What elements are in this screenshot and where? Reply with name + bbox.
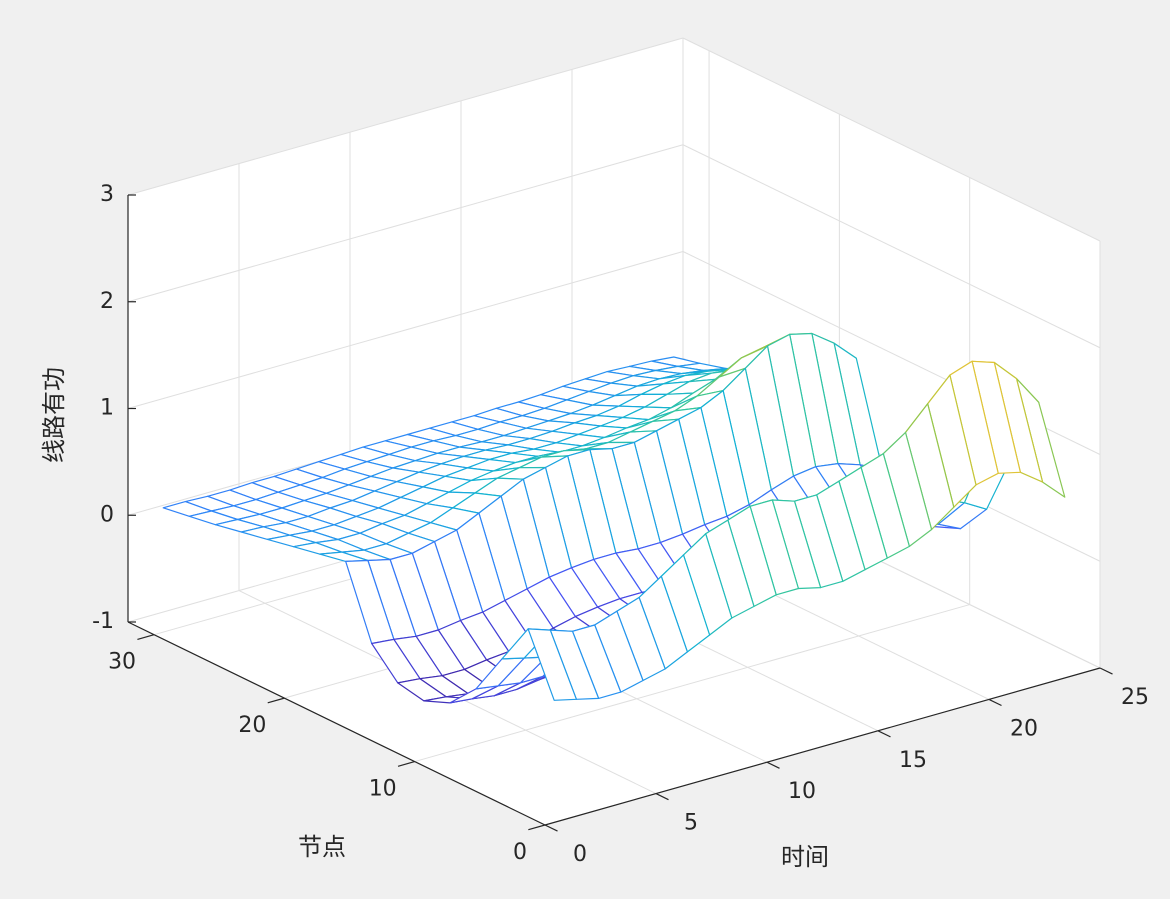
z-tick-label: 2 [100,289,114,314]
y-tick-label: 0 [513,840,527,865]
x-tick-label: 5 [684,811,698,836]
grid-line [127,144,684,303]
x-tick [655,793,669,801]
grid-line [682,37,1101,242]
x-axis-line [544,667,1101,826]
y-tick [528,824,546,831]
x-tick [877,730,891,738]
mesh-cell [527,628,578,701]
x-tick [1099,667,1113,675]
y-tick [137,634,155,640]
x-tick-label: 0 [573,842,587,867]
grid-line [414,604,970,763]
z-tick-label: -1 [92,609,114,634]
y-tick-label: 30 [108,650,136,675]
y-axis-label: 节点 [298,833,346,861]
grid-line [127,251,684,409]
y-axis-line [127,621,546,826]
z-axis-label: 线路有功 [40,367,68,463]
z-tick-label: 0 [100,502,114,527]
x-tick-label: 25 [1121,685,1149,710]
z-tick-label: 1 [100,396,114,421]
x-tick-label: 10 [788,779,816,804]
y-tick [267,697,285,704]
grid-line [127,37,684,196]
y-tick-label: 10 [369,777,397,802]
x-axis-label: 时间 [781,843,829,871]
x-tick-label: 20 [1010,716,1038,741]
grid-line [682,144,1101,349]
x-tick [766,761,780,769]
x-tick [988,698,1002,707]
x-tick-label: 15 [899,748,927,773]
x-tick [544,824,558,832]
z-tick-label: 3 [100,182,114,207]
y-tick-label: 20 [238,713,266,738]
y-tick [397,760,415,767]
